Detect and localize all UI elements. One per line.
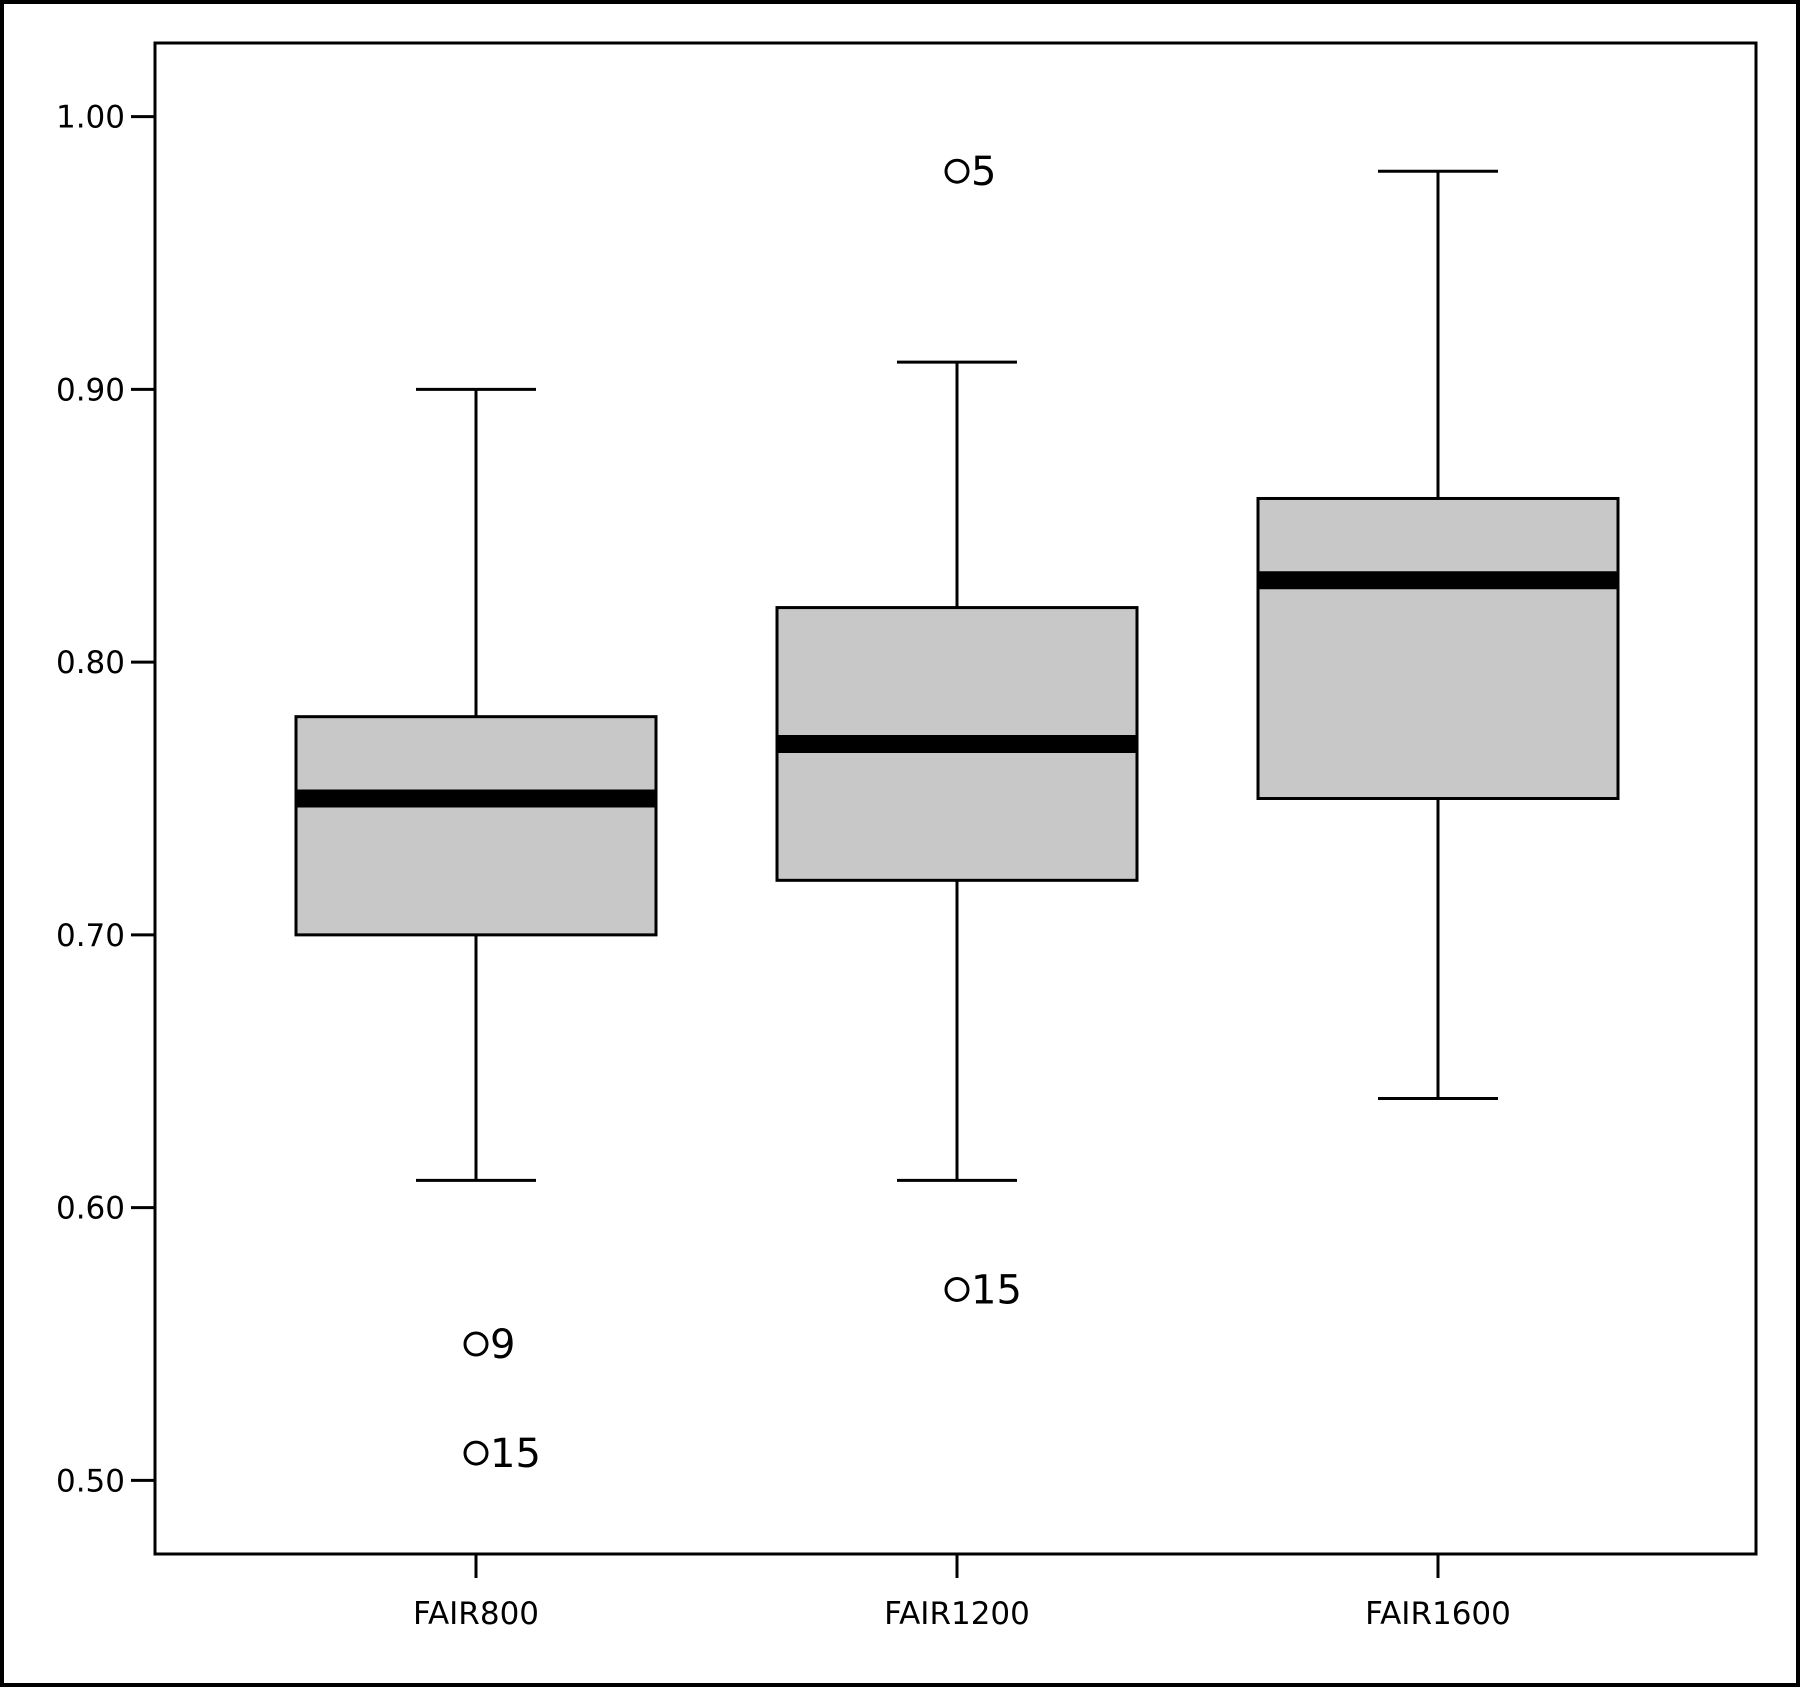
x-tick-label: FAIR800	[413, 1596, 539, 1632]
y-tick-label: 0.70	[56, 918, 125, 954]
y-tick-label: 0.80	[56, 645, 125, 681]
iqr-box	[294, 715, 658, 937]
iqr-box	[1256, 496, 1620, 800]
outlier-point	[944, 158, 970, 184]
outlier-label: 9	[490, 1322, 515, 1368]
x-axis: FAIR800 FAIR1200 FAIR1600	[413, 1554, 1511, 1632]
box-series: 9 15 5 15	[294, 149, 1620, 1477]
outlier-label: 15	[971, 1267, 1022, 1313]
x-tick-label: FAIR1600	[1365, 1596, 1511, 1632]
outlier-label: 5	[971, 149, 996, 195]
box-fair800: 9 15	[294, 387, 658, 1477]
outlier-point	[463, 1331, 489, 1357]
y-tick-label: 0.50	[56, 1463, 125, 1499]
outlier-label: 15	[490, 1431, 541, 1477]
y-tick-label: 1.00	[56, 100, 125, 136]
outlier-point	[944, 1276, 970, 1302]
box-fair1600	[1256, 169, 1620, 1101]
outlier-point	[463, 1440, 489, 1466]
x-tick-label: FAIR1200	[884, 1596, 1030, 1632]
y-axis: 0.50 0.60 0.70 0.80 0.90 1.00	[56, 100, 155, 1499]
y-tick-label: 0.60	[56, 1191, 125, 1227]
box-fair1200: 5 15	[775, 149, 1139, 1313]
y-tick-label: 0.90	[56, 372, 125, 408]
